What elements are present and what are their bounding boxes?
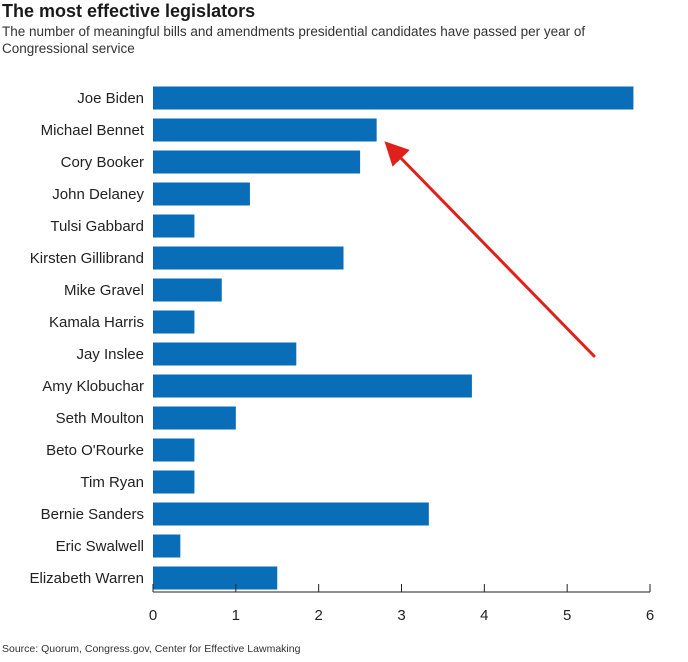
- bar-eric-swalwell: [153, 534, 181, 558]
- bar-amy-klobuchar: [153, 374, 472, 398]
- category-label-amy-klobuchar: Amy Klobuchar: [42, 378, 144, 395]
- bar-joe-biden: [153, 86, 634, 110]
- x-tick-label: 0: [149, 607, 157, 624]
- bar-bernie-sanders: [153, 502, 429, 526]
- bar-mike-gravel: [153, 278, 222, 302]
- category-label-kirsten-gillibrand: Kirsten Gillibrand: [30, 250, 144, 267]
- category-label-kamala-harris: Kamala Harris: [49, 314, 144, 331]
- x-tick-label: 4: [480, 607, 488, 624]
- x-tick-label: 5: [563, 607, 571, 624]
- category-label-jay-inslee: Jay Inslee: [76, 346, 144, 363]
- bar-michael-bennet: [153, 118, 377, 142]
- bar-kirsten-gillibrand: [153, 246, 344, 270]
- category-label-joe-biden: Joe Biden: [77, 90, 144, 107]
- x-tick-label: 6: [646, 607, 654, 624]
- bar-elizabeth-warren: [153, 566, 278, 590]
- bar-john-delaney: [153, 182, 250, 206]
- category-label-bernie-sanders: Bernie Sanders: [41, 506, 144, 523]
- x-tick-label: 3: [397, 607, 405, 624]
- category-label-cory-booker: Cory Booker: [61, 154, 144, 171]
- source-note: Source: Quorum, Congress.gov, Center for…: [2, 643, 301, 655]
- bar-tim-ryan: [153, 470, 195, 494]
- annotation-arrow: [384, 141, 596, 358]
- category-label-tulsi-gabbard: Tulsi Gabbard: [50, 218, 144, 235]
- category-label-john-delaney: John Delaney: [52, 186, 144, 203]
- category-label-mike-gravel: Mike Gravel: [64, 282, 144, 299]
- bar-jay-inslee: [153, 342, 297, 366]
- bar-kamala-harris: [153, 310, 195, 334]
- chart-subtitle: The number of meaningful bills and amend…: [2, 24, 586, 56]
- category-label-seth-moulton: Seth Moulton: [56, 410, 144, 427]
- category-label-eric-swalwell: Eric Swalwell: [56, 538, 144, 555]
- category-label-tim-ryan: Tim Ryan: [80, 474, 144, 491]
- bar-cory-booker: [153, 150, 361, 174]
- chart-title: The most effective legislators: [2, 1, 256, 21]
- bar-beto-o-rourke: [153, 438, 195, 462]
- x-tick-label: 2: [314, 607, 322, 624]
- category-label-beto-o-rourke: Beto O'Rourke: [46, 442, 144, 459]
- bar-tulsi-gabbard: [153, 214, 195, 238]
- x-tick-label: 1: [232, 607, 240, 624]
- bar-seth-moulton: [153, 406, 236, 430]
- category-label-michael-bennet: Michael Bennet: [41, 122, 145, 139]
- category-label-elizabeth-warren: Elizabeth Warren: [30, 570, 145, 587]
